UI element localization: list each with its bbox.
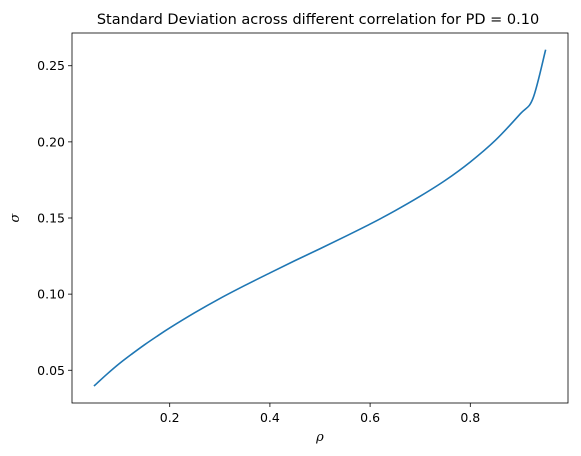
- x-axis-label: ρ: [315, 430, 324, 445]
- y-tick-label: 0.25: [37, 58, 65, 73]
- x-axis: 0.2 0.4 0.6 0.8: [160, 403, 480, 425]
- x-tick-label: 0.8: [460, 410, 480, 425]
- chart-title: Standard Deviation across different corr…: [97, 12, 539, 28]
- plot-area: [71, 32, 569, 404]
- y-tick-label: 0.05: [37, 363, 65, 378]
- y-tick-label: 0.15: [37, 211, 65, 226]
- y-tick-label: 0.10: [37, 287, 65, 302]
- x-tick-label: 0.2: [160, 410, 180, 425]
- series-layer: [93, 49, 547, 387]
- y-axis-label: σ: [8, 212, 23, 222]
- y-axis: 0.05 0.10 0.15 0.20 0.25: [37, 58, 72, 378]
- x-tick-label: 0.6: [360, 410, 380, 425]
- series-line: [93, 49, 547, 387]
- x-tick-label: 0.4: [260, 410, 280, 425]
- y-tick-label: 0.20: [37, 134, 65, 149]
